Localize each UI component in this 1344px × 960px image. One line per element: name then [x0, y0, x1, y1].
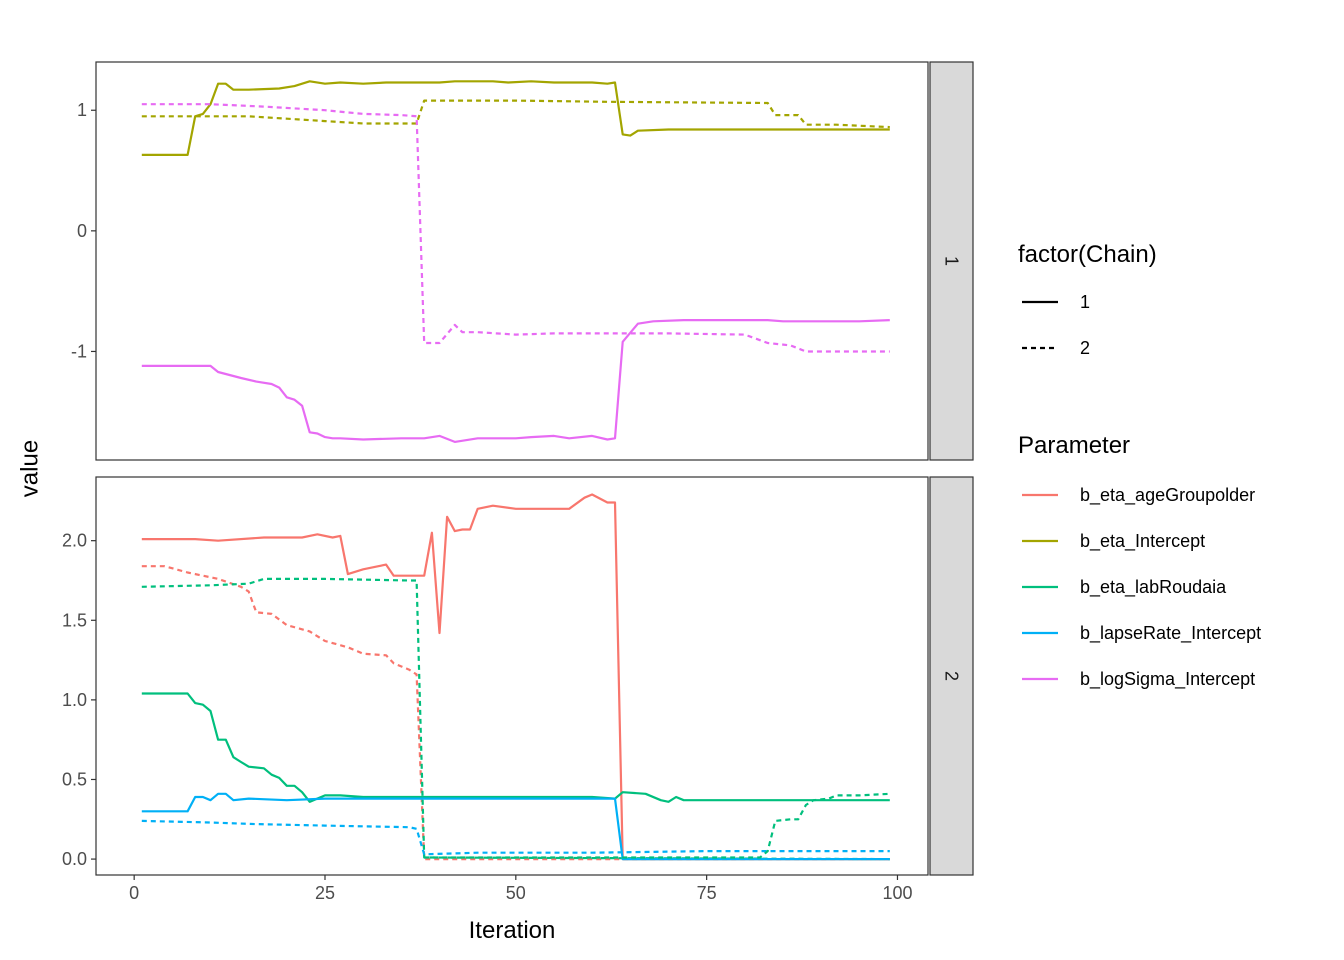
series-line-b_eta_ageGroupolder-chain-1: [141, 493, 890, 861]
panel-border: [95, 61, 929, 461]
legend-title-parameter: Parameter: [1018, 432, 1130, 459]
facet-strip: [929, 476, 974, 876]
legend-label-b_eta_ageGroupolder: b_eta_ageGroupolder: [1080, 485, 1255, 506]
legend-label-chain-1: 1: [1080, 292, 1090, 312]
y-tick-label: 1: [77, 100, 87, 120]
series-group: [141, 493, 890, 861]
legend-label-b_logSigma_Intercept: b_logSigma_Intercept: [1080, 669, 1255, 690]
series-line-b_eta_Intercept-chain-2: [141, 99, 890, 129]
facet-strip: [929, 61, 974, 461]
legend-title-chain: factor(Chain): [1018, 241, 1157, 268]
x-tick-label: 25: [315, 883, 335, 903]
series-line-b_logSigma_Intercept-chain-1: [141, 319, 890, 443]
series-line-b_logSigma_Intercept-chain-2: [141, 103, 890, 353]
series-line-b_eta_ageGroupolder-chain-2: [141, 565, 890, 861]
plot-layer: 1 1 0 -1 2 2.0 1.5 1.0 0.5 0.0 0 25 50 75 100 Iteration…: [17, 61, 974, 944]
legend-label-b_eta_Intercept: b_eta_Intercept: [1080, 531, 1205, 552]
y-tick-label: 0.0: [62, 849, 87, 869]
panel-border: [95, 476, 929, 876]
y-tick-label: 1.0: [62, 690, 87, 710]
x-tick-label: 75: [697, 883, 717, 903]
y-tick-label: 0: [77, 221, 87, 241]
series-group: [141, 80, 890, 443]
y-tick-label: -1: [71, 341, 87, 361]
facet-strip-label: 2: [942, 671, 962, 681]
series-line-b_eta_labRoudaia-chain-1: [141, 692, 890, 803]
x-axis-title: Iteration: [469, 917, 556, 944]
y-tick-label: 2.0: [62, 531, 87, 551]
y-tick-label: 0.5: [62, 769, 87, 789]
x-tick-label: 100: [882, 883, 912, 903]
legend-label-b_eta_labRoudaia: b_eta_labRoudaia: [1080, 577, 1227, 598]
x-tick-label: 0: [129, 883, 139, 903]
legend: factor(Chain) 1 2 Parameter b_eta_ageGroupol…: [1018, 241, 1261, 690]
panel-background: [96, 62, 928, 460]
legend-label-chain-2: 2: [1080, 338, 1090, 358]
series-line-b_eta_labRoudaia-chain-2b: [424, 792, 890, 859]
facet-strip-label: 1: [942, 256, 962, 266]
x-tick-label: 50: [506, 883, 526, 903]
series-line-b_lapseRate_Intercept-chain-1: [141, 792, 890, 861]
panel-background: [96, 477, 928, 875]
series-line-b_eta_labRoudaia-chain-2: [141, 577, 890, 861]
y-tick-label: 1.5: [62, 610, 87, 630]
series-line-b_eta_Intercept-chain-1: [141, 80, 890, 156]
y-axis-title: value: [17, 440, 44, 497]
series-line-b_lapseRate_Intercept-chain-2: [141, 819, 890, 856]
legend-label-b_lapseRate_Intercept: b_lapseRate_Intercept: [1080, 623, 1261, 644]
